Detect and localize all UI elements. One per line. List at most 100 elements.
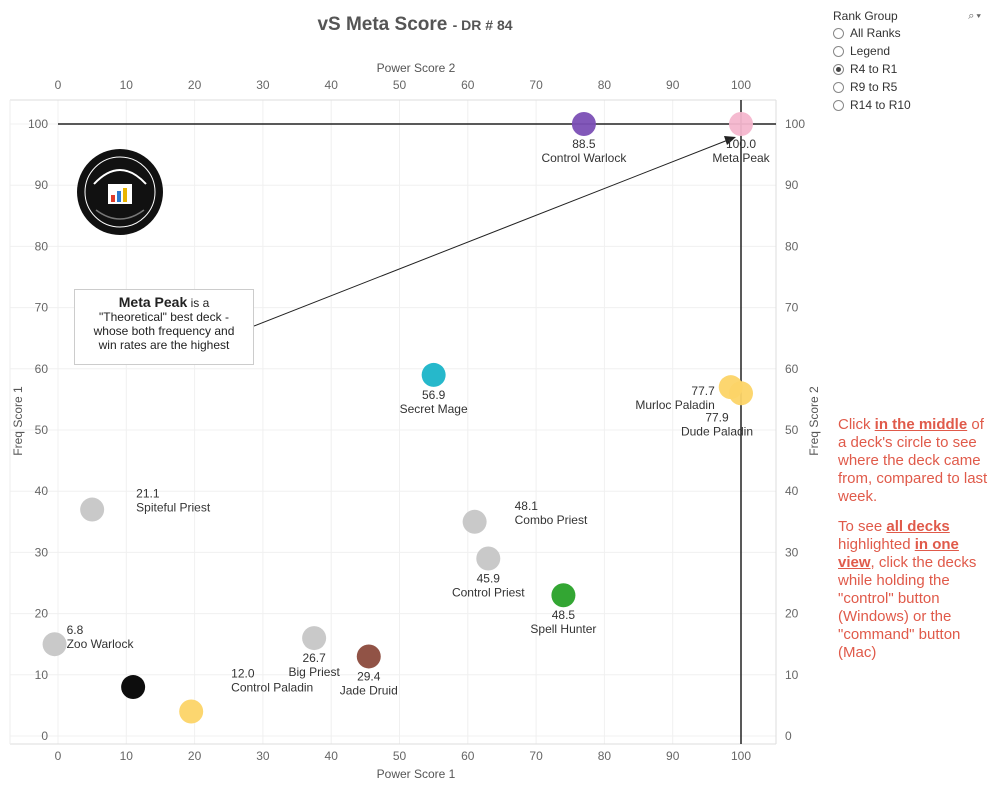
dropdown-arrow-icon[interactable]: ▾ — [976, 9, 983, 22]
x2-tick-label: 10 — [120, 78, 134, 92]
point-score-label: 100.0 — [726, 137, 756, 151]
y2-tick-label: 10 — [785, 668, 799, 682]
point-name-label: Spiteful Priest — [136, 501, 211, 515]
y2-tick-label: 70 — [785, 301, 799, 315]
y-tick-label: 20 — [35, 607, 49, 621]
data-point[interactable] — [571, 112, 596, 136]
radio-icon[interactable] — [833, 45, 844, 57]
point-score-label: 77.7 — [691, 384, 715, 398]
note-emphasis: all decks — [886, 518, 950, 535]
y2-tick-label: 40 — [785, 484, 799, 498]
x2-tick-label: 20 — [188, 78, 202, 92]
note-emphasis: in one view — [838, 536, 959, 571]
x-tick-label: 90 — [666, 749, 680, 763]
x-tick-label: 30 — [256, 749, 270, 763]
filter-option-legend[interactable]: Legend — [833, 42, 983, 60]
radio-icon[interactable] — [833, 27, 844, 39]
y-tick-label: 0 — [41, 729, 48, 743]
x-tick-label: 70 — [529, 749, 543, 763]
point-score-label: 21.1 — [136, 487, 160, 501]
data-point[interactable] — [476, 546, 501, 571]
data-point[interactable] — [302, 626, 327, 651]
point-name-label: Jade Druid — [340, 683, 398, 697]
y2-tick-label: 50 — [785, 423, 799, 437]
radio-selected-icon[interactable] — [833, 63, 844, 75]
callout-bold: Meta Peak — [118, 294, 188, 310]
point-score-label: 77.9 — [705, 410, 729, 424]
x-tick-label: 100 — [731, 749, 751, 763]
y-tick-label: 50 — [35, 423, 49, 437]
y-tick-label: 90 — [35, 178, 49, 192]
data-reaper-report-logo — [74, 148, 166, 236]
point-name-label: Murloc Paladin — [635, 398, 714, 412]
y2-tick-label: 60 — [785, 362, 799, 376]
x-tick-label: 20 — [188, 749, 202, 763]
point-score-label: 45.9 — [477, 572, 501, 586]
y2-tick-label: 100 — [785, 117, 805, 131]
data-point[interactable] — [121, 675, 146, 700]
rank-group-filter: Rank Group ⌕▾ All Ranks Legend R4 to R1 … — [833, 8, 983, 114]
x2-axis-title: Power Score 2 — [377, 61, 456, 75]
filter-option-r9-r5[interactable]: R9 to R5 — [833, 78, 983, 96]
y2-tick-label: 80 — [785, 239, 799, 253]
y-tick-label: 80 — [35, 239, 49, 253]
data-point[interactable] — [356, 644, 381, 669]
point-name-label: Control Priest — [452, 586, 525, 600]
note-text: , click the decks while holding the "con… — [838, 554, 977, 661]
search-icon[interactable]: ⌕ — [968, 9, 977, 22]
x2-tick-label: 100 — [731, 78, 751, 92]
data-point[interactable] — [729, 381, 753, 406]
radio-icon[interactable] — [833, 81, 844, 93]
chart-title-suffix: - DR # 84 — [452, 17, 513, 33]
y2-tick-label: 90 — [785, 178, 799, 192]
x-tick-label: 0 — [55, 749, 62, 763]
filter-option-r14-r10[interactable]: R14 to R10 — [833, 96, 983, 114]
data-point[interactable] — [729, 112, 753, 136]
filter-option-r4-r1[interactable]: R4 to R1 — [833, 60, 983, 78]
callout-line3: whose both frequency and — [93, 324, 235, 338]
data-point[interactable] — [462, 509, 487, 534]
point-score-label: 48.1 — [515, 499, 539, 513]
x2-tick-label: 40 — [325, 78, 339, 92]
point-name-label: Combo Priest — [515, 513, 588, 527]
y-axis-title: Freq Score 1 — [11, 386, 25, 456]
filter-option-all-ranks[interactable]: All Ranks — [833, 24, 983, 42]
option-label: R14 to R10 — [850, 98, 911, 112]
data-point[interactable] — [80, 497, 105, 522]
filter-label: Rank Group — [833, 9, 898, 23]
data-point[interactable] — [551, 583, 576, 608]
option-label: All Ranks — [850, 26, 901, 40]
x2-tick-label: 70 — [529, 78, 543, 92]
x2-tick-label: 90 — [666, 78, 680, 92]
y-tick-label: 10 — [35, 668, 49, 682]
x2-tick-label: 80 — [598, 78, 612, 92]
option-label: R9 to R5 — [850, 80, 898, 94]
point-name-label: Control Paladin — [231, 681, 313, 695]
x2-tick-label: 30 — [256, 78, 270, 92]
point-name-label: Zoo Warlock — [67, 637, 135, 651]
point-name-label: Control Warlock — [541, 151, 627, 165]
y2-tick-label: 30 — [785, 545, 799, 559]
y-tick-label: 70 — [35, 301, 49, 315]
point-name-label: Meta Peak — [712, 151, 770, 165]
meta-peak-callout: Meta Peak is a "Theoretical" best deck -… — [74, 289, 254, 365]
chart-title: vS Meta Score - DR # 84 — [0, 14, 830, 36]
x-axis-title: Power Score 1 — [377, 767, 456, 781]
chart-axes: 00 10 10 20 20 30 30 40 40 50 50 60 60 70 70 80 80 90 90 10… — [9, 78, 805, 763]
y-tick-label: 60 — [35, 362, 49, 376]
note-text: of a deck's circle to see where the deck… — [838, 416, 988, 505]
y2-axis-title: Freq Score 2 — [807, 386, 821, 456]
point-score-label: 29.4 — [357, 669, 381, 683]
callout-arrow — [253, 136, 736, 327]
point-score-label: 88.5 — [572, 137, 596, 151]
point-score-label: 26.7 — [302, 651, 326, 665]
x-tick-label: 80 — [598, 749, 612, 763]
data-point[interactable] — [421, 362, 446, 387]
arrow-line — [253, 139, 729, 327]
point-name-label: Secret Mage — [400, 402, 468, 416]
x2-tick-label: 60 — [461, 78, 475, 92]
data-point[interactable] — [179, 699, 204, 724]
note-text: To see — [838, 518, 887, 535]
radio-icon[interactable] — [833, 99, 844, 111]
data-point[interactable] — [42, 632, 67, 657]
